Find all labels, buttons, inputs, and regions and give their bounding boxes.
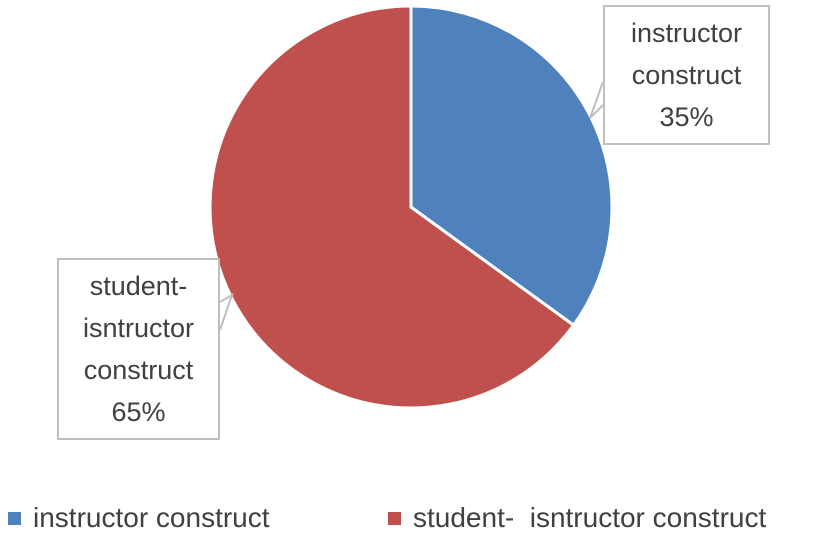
- data-label-value: 65%: [111, 397, 166, 427]
- legend-label: student- isntructor construct: [413, 502, 767, 533]
- legend-swatch: [8, 511, 21, 525]
- data-label-value: 35%: [659, 102, 714, 132]
- legend-label: instructor construct: [33, 502, 270, 533]
- legend-swatch: [388, 511, 401, 525]
- data-label-callout: student- isntructor construct 65%: [57, 258, 220, 440]
- callout-pointer: [589, 81, 604, 119]
- data-label-callout: instructor construct 35%: [603, 5, 770, 145]
- data-label-category: student- isntructor construct: [82, 271, 195, 385]
- legend-item: instructor construct: [8, 502, 270, 534]
- callout-pointer: [219, 292, 234, 331]
- legend-item: student- isntructor construct: [388, 502, 766, 534]
- data-label-category: instructor construct: [630, 18, 743, 90]
